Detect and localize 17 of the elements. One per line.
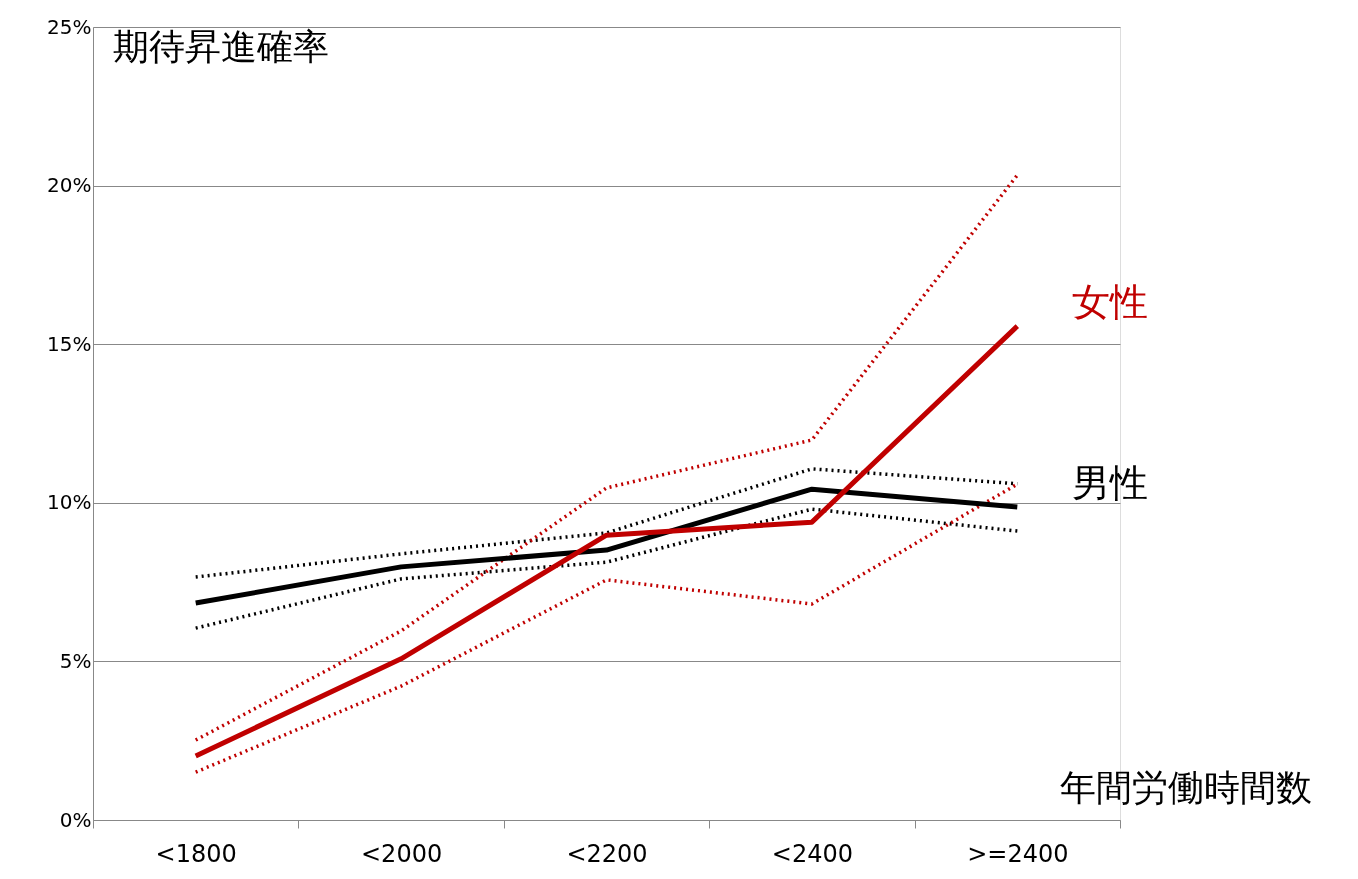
x-axis-title: 年間労働時間数 bbox=[1060, 767, 1312, 808]
y-tick-label: 15% bbox=[47, 331, 92, 356]
x-tick-label: <2200 bbox=[566, 839, 648, 868]
y-tick-label: 10% bbox=[47, 490, 92, 515]
series-label: 女性 bbox=[1072, 280, 1149, 325]
line-series bbox=[193, 507, 1020, 630]
series-label: 男性 bbox=[1072, 460, 1149, 505]
x-tick-label: >=2400 bbox=[967, 839, 1069, 868]
y-tick-label: 5% bbox=[59, 648, 92, 673]
line-series bbox=[193, 173, 1020, 742]
x-tick-label: <2000 bbox=[361, 839, 443, 868]
x-tick-label: <1800 bbox=[155, 839, 237, 868]
y-tick-label: 0% bbox=[59, 807, 92, 832]
y-axis-title: 期待昇進確率 bbox=[113, 26, 329, 67]
y-tick-label: 20% bbox=[47, 173, 92, 198]
x-tick-label: <2400 bbox=[771, 839, 853, 868]
y-tick-label: 25% bbox=[47, 14, 92, 39]
